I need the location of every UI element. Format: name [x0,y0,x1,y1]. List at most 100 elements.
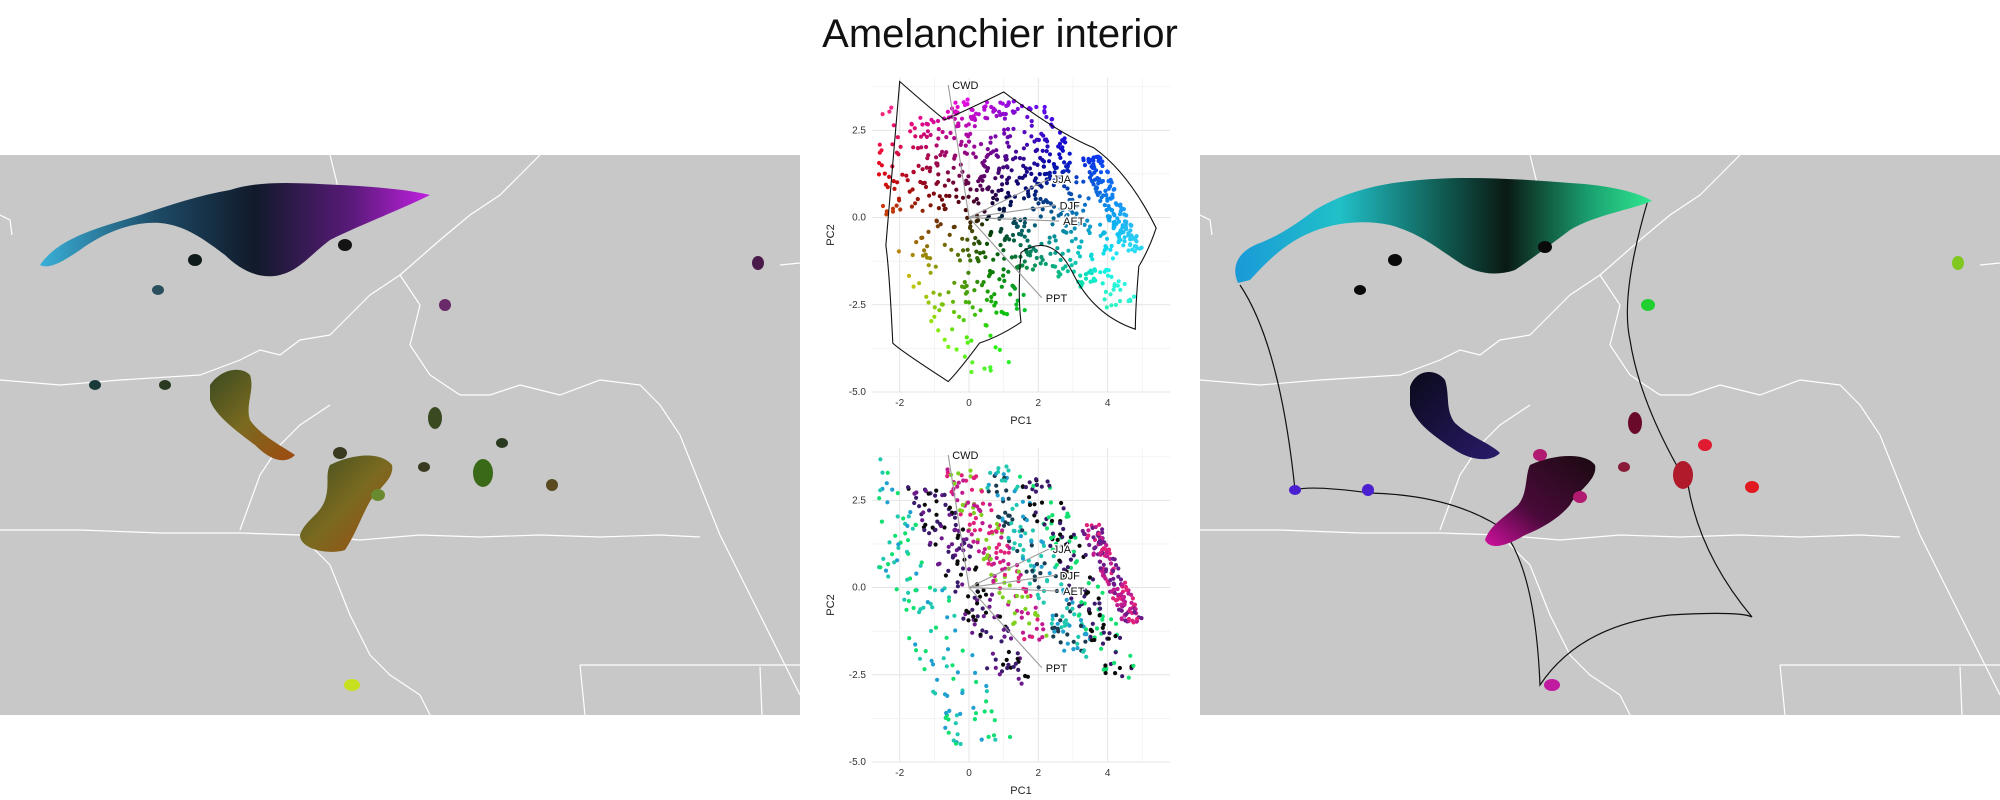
data-point [936,172,941,177]
data-point [1045,139,1050,144]
data-point [1006,662,1011,667]
point-cloud [877,457,1144,747]
data-point [910,526,915,531]
data-point [1121,597,1126,602]
data-point [1002,278,1007,283]
data-point [1056,274,1061,279]
data-point [1060,170,1065,175]
data-point [924,144,929,150]
data-point [942,242,947,247]
data-point [951,676,956,681]
data-point [1077,543,1082,548]
data-point [985,186,990,191]
data-point [978,632,983,637]
data-point [1029,123,1034,128]
data-point [1092,546,1097,551]
data-point [1057,558,1062,563]
grid [872,78,1170,393]
vector-jja [968,548,1049,589]
data-point [1100,617,1105,622]
data-point [922,527,927,533]
data-point [1006,269,1011,274]
data-point [1054,562,1059,567]
data-point [1021,547,1026,553]
data-point [1068,535,1073,540]
data-point [925,244,930,249]
central-range-patch-1 [210,369,295,461]
patch-dot [1628,412,1642,434]
data-point [945,467,950,472]
data-point [935,118,941,124]
data-point [1090,577,1096,582]
data-point [970,653,975,658]
data-point [952,136,957,141]
data-point [1046,515,1051,520]
data-point [1124,220,1129,225]
data-point [1020,528,1025,533]
data-point [949,542,955,547]
data-point [997,614,1003,619]
data-point [1072,226,1077,231]
data-point [1039,484,1044,489]
data-point [1022,224,1027,229]
data-point [971,151,976,156]
data-point [977,251,983,256]
data-point [1003,520,1008,525]
data-point [946,717,951,722]
data-point [877,496,882,501]
data-point [966,139,972,144]
data-point [917,610,922,615]
data-point [1002,127,1007,132]
x-tick-label: 2 [1036,768,1042,779]
data-point [1067,160,1072,165]
data-point [1006,144,1011,149]
vector-ppt [968,217,1043,299]
data-point [1122,235,1127,240]
data-point [1070,606,1075,611]
data-point [922,667,927,672]
data-point [994,545,999,550]
x-axis-label: PC1 [1010,415,1031,427]
data-point [960,648,965,653]
data-point [966,543,972,548]
data-point [972,528,977,533]
x-tick-label: 2 [1036,398,1042,409]
data-point [963,143,968,148]
data-point [1034,477,1039,482]
data-point [928,165,933,171]
data-point [1021,146,1026,151]
data-point [1108,661,1113,667]
patch-dot [152,285,164,295]
data-point [1100,590,1105,595]
data-point [955,580,960,585]
data-point [1101,622,1106,627]
patch-dot [1362,484,1374,496]
data-point [1060,178,1066,183]
data-point [905,178,910,183]
data-point [1082,202,1088,207]
data-point [994,310,999,315]
data-point [1087,230,1092,236]
data-point [1076,245,1081,250]
data-point [1112,187,1117,192]
data-point [1099,646,1104,651]
data-point [983,255,988,260]
data-point [921,132,927,137]
data-point [1033,189,1038,194]
data-point [1081,208,1086,213]
data-point [893,533,898,538]
patch-dot [1745,481,1759,493]
data-point [1027,581,1032,586]
data-point [960,566,966,571]
data-point [989,294,994,300]
data-point [1027,621,1032,626]
data-point [979,512,984,517]
data-point [1020,630,1026,635]
data-point [984,297,989,302]
patch-dot [1673,461,1693,489]
data-point [1006,496,1011,501]
central-range-patch-2 [1485,455,1596,547]
data-point [1049,518,1055,523]
data-point [959,116,965,121]
data-point [981,250,986,255]
